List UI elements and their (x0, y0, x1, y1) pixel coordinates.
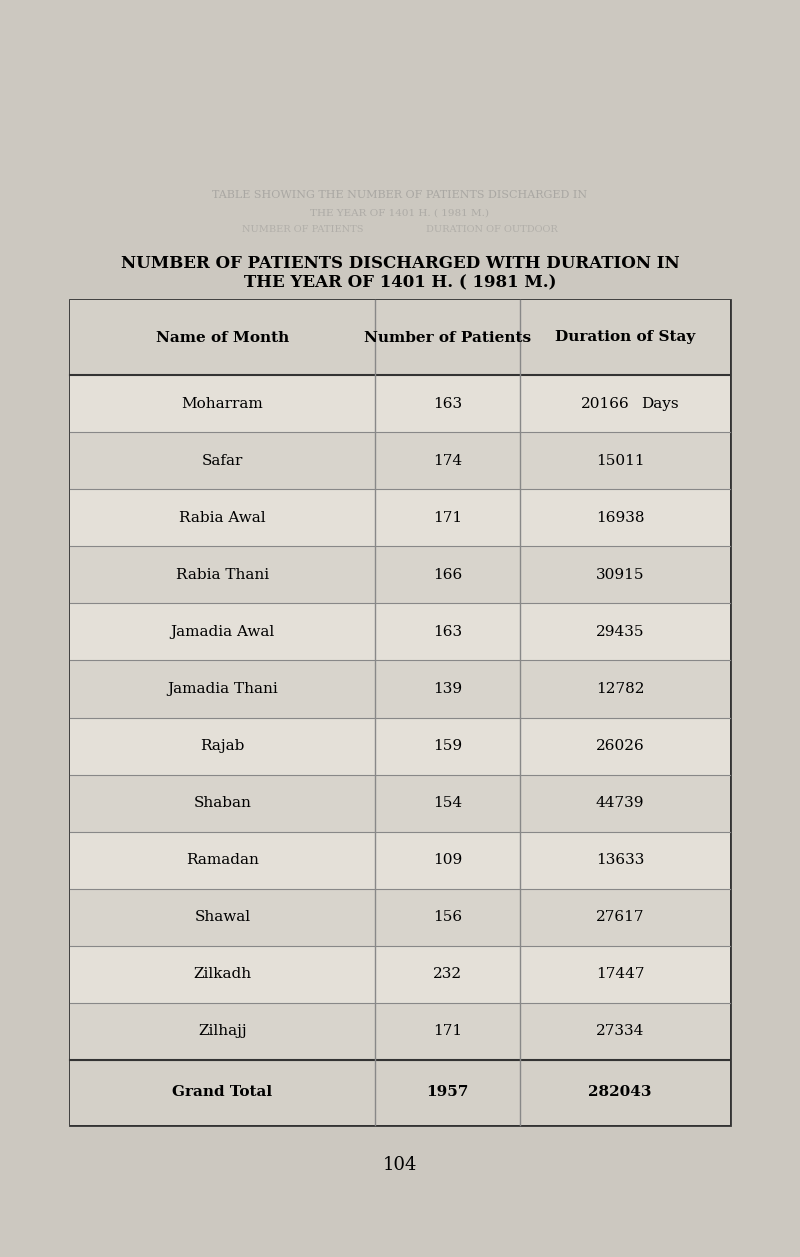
Text: 26026: 26026 (596, 739, 644, 753)
Text: 154: 154 (433, 796, 462, 810)
Text: 104: 104 (383, 1156, 417, 1174)
Bar (70, 945, 730, 1003)
Text: NUMBER OF PATIENTS                    DURATION OF OUTDOOR: NUMBER OF PATIENTS DURATION OF OUTDOOR (242, 225, 558, 235)
Text: 12782: 12782 (596, 683, 644, 696)
Text: 171: 171 (433, 510, 462, 524)
Bar (70, 889, 730, 945)
Text: Safar: Safar (202, 454, 243, 468)
Text: 282043: 282043 (588, 1086, 652, 1100)
Bar (70, 375, 730, 432)
Bar (70, 1060, 730, 1125)
Text: 109: 109 (433, 854, 462, 867)
Text: 139: 139 (433, 683, 462, 696)
Text: 30915: 30915 (596, 568, 644, 582)
Bar (70, 832, 730, 889)
Bar (70, 660, 730, 718)
Text: Jamadia Awal: Jamadia Awal (170, 625, 274, 639)
Text: Shawal: Shawal (194, 910, 250, 924)
Text: 163: 163 (433, 625, 462, 639)
Text: 159: 159 (433, 739, 462, 753)
Text: 163: 163 (433, 396, 462, 411)
Bar (70, 547, 730, 603)
Text: Jamadia Thani: Jamadia Thani (167, 683, 278, 696)
Bar (70, 300, 730, 1125)
Text: Zilhajj: Zilhajj (198, 1024, 247, 1038)
Text: Rabia Awal: Rabia Awal (179, 510, 266, 524)
Bar (70, 300, 730, 375)
Text: 171: 171 (433, 1024, 462, 1038)
Text: THE YEAR OF 1401 H. ( 1981 M.): THE YEAR OF 1401 H. ( 1981 M.) (244, 274, 556, 292)
Bar (70, 489, 730, 547)
Text: 1957: 1957 (426, 1086, 469, 1100)
Text: 20166: 20166 (581, 396, 630, 411)
Text: Number of Patients: Number of Patients (364, 331, 531, 344)
Text: THE YEAR OF 1401 H. ( 1981 M.): THE YEAR OF 1401 H. ( 1981 M.) (310, 209, 490, 217)
Text: Rajab: Rajab (200, 739, 245, 753)
Text: 27334: 27334 (596, 1024, 644, 1038)
Text: 16938: 16938 (596, 510, 644, 524)
Text: 174: 174 (433, 454, 462, 468)
Text: 17447: 17447 (596, 968, 644, 982)
Text: TABLE SHOWING THE NUMBER OF PATIENTS DISCHARGED IN: TABLE SHOWING THE NUMBER OF PATIENTS DIS… (213, 190, 587, 200)
Text: 15011: 15011 (596, 454, 644, 468)
Text: 29435: 29435 (596, 625, 644, 639)
Text: Grand Total: Grand Total (173, 1086, 273, 1100)
Text: 166: 166 (433, 568, 462, 582)
Text: Moharram: Moharram (182, 396, 263, 411)
Text: 156: 156 (433, 910, 462, 924)
Text: Name of Month: Name of Month (156, 331, 289, 344)
Bar (70, 718, 730, 774)
Text: 27617: 27617 (596, 910, 644, 924)
Text: Ramadan: Ramadan (186, 854, 259, 867)
Bar (70, 603, 730, 660)
Text: Rabia Thani: Rabia Thani (176, 568, 269, 582)
Text: 232: 232 (433, 968, 462, 982)
Text: Days: Days (641, 396, 679, 411)
Bar (70, 1003, 730, 1060)
Text: Shaban: Shaban (194, 796, 251, 810)
Text: NUMBER OF PATIENTS DISCHARGED WITH DURATION IN: NUMBER OF PATIENTS DISCHARGED WITH DURAT… (121, 254, 679, 272)
Bar (70, 774, 730, 832)
Text: Duration of Stay: Duration of Stay (555, 331, 695, 344)
Text: Zilkadh: Zilkadh (194, 968, 251, 982)
Text: 13633: 13633 (596, 854, 644, 867)
Text: 44739: 44739 (596, 796, 644, 810)
Bar (70, 432, 730, 489)
